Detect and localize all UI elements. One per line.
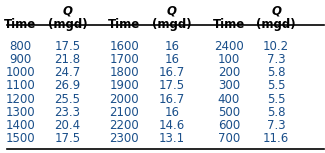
Text: (mgd): (mgd) — [48, 18, 87, 31]
Text: 25.5: 25.5 — [55, 93, 81, 106]
Text: 24.7: 24.7 — [54, 66, 81, 79]
Text: Q: Q — [62, 4, 72, 17]
Text: 17.5: 17.5 — [55, 132, 81, 145]
Text: Time: Time — [4, 18, 36, 31]
Text: 200: 200 — [218, 66, 240, 79]
Text: 1500: 1500 — [5, 132, 35, 145]
Text: 5.8: 5.8 — [267, 106, 285, 119]
Text: Q: Q — [167, 4, 177, 17]
Text: 17.5: 17.5 — [159, 79, 185, 92]
Text: 1700: 1700 — [110, 53, 139, 66]
Text: 13.1: 13.1 — [159, 132, 185, 145]
Text: 1200: 1200 — [5, 93, 35, 106]
Text: 2200: 2200 — [110, 119, 139, 132]
Text: 16: 16 — [164, 106, 179, 119]
Text: 23.3: 23.3 — [55, 106, 81, 119]
Text: (mgd): (mgd) — [256, 18, 296, 31]
Text: 900: 900 — [9, 53, 31, 66]
Text: 11.6: 11.6 — [263, 132, 289, 145]
Text: 700: 700 — [218, 132, 240, 145]
Text: Time: Time — [108, 18, 140, 31]
Text: (mgd): (mgd) — [152, 18, 192, 31]
Text: 1900: 1900 — [110, 79, 139, 92]
Text: 2300: 2300 — [110, 132, 139, 145]
Text: 1400: 1400 — [5, 119, 35, 132]
Text: 10.2: 10.2 — [263, 40, 289, 53]
Text: 5.8: 5.8 — [267, 66, 285, 79]
Text: 16: 16 — [164, 53, 179, 66]
Text: Time: Time — [213, 18, 245, 31]
Text: 7.3: 7.3 — [267, 53, 285, 66]
Text: 21.8: 21.8 — [55, 53, 81, 66]
Text: 14.6: 14.6 — [159, 119, 185, 132]
Text: 16: 16 — [164, 40, 179, 53]
Text: 20.4: 20.4 — [55, 119, 81, 132]
Text: 26.9: 26.9 — [54, 79, 81, 92]
Text: 17.5: 17.5 — [55, 40, 81, 53]
Text: 16.7: 16.7 — [159, 66, 185, 79]
Text: 5.5: 5.5 — [267, 93, 285, 106]
Text: 1300: 1300 — [5, 106, 35, 119]
Text: 2000: 2000 — [110, 93, 139, 106]
Text: 1600: 1600 — [110, 40, 139, 53]
Text: 1800: 1800 — [110, 66, 139, 79]
Text: 2100: 2100 — [110, 106, 139, 119]
Text: 600: 600 — [218, 119, 240, 132]
Text: Q: Q — [271, 4, 281, 17]
Text: 16.7: 16.7 — [159, 93, 185, 106]
Text: 5.5: 5.5 — [267, 79, 285, 92]
Text: 300: 300 — [218, 79, 240, 92]
Text: 2400: 2400 — [214, 40, 244, 53]
Text: 400: 400 — [218, 93, 240, 106]
Text: 100: 100 — [218, 53, 240, 66]
Text: 500: 500 — [218, 106, 240, 119]
Text: 7.3: 7.3 — [267, 119, 285, 132]
Text: 800: 800 — [9, 40, 31, 53]
Text: 1100: 1100 — [5, 79, 35, 92]
Text: 1000: 1000 — [5, 66, 35, 79]
